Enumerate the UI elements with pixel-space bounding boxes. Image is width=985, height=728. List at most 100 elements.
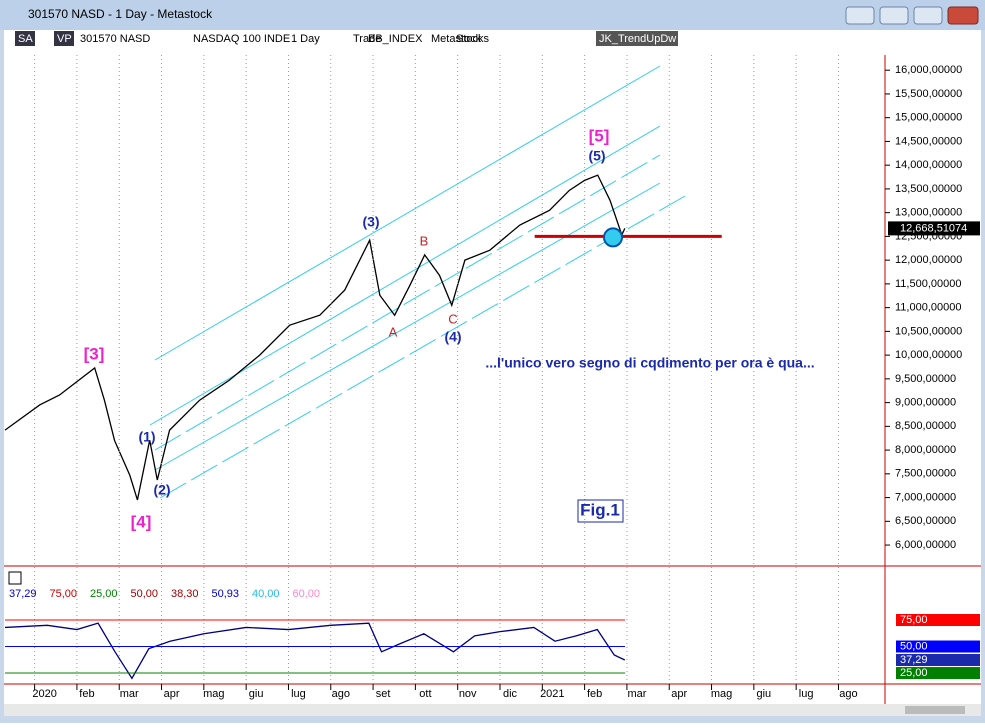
- y-tick-label: 16,000,00000: [895, 64, 962, 76]
- restore-button[interactable]: [845, 6, 875, 25]
- y-tick-label: 13,000,00000: [895, 207, 962, 219]
- x-tick-label: mag: [711, 688, 732, 700]
- y-tick-label: 7,000,00000: [895, 491, 956, 503]
- x-tick-label: set: [376, 688, 391, 700]
- indicator-legend: 50,93: [212, 588, 240, 600]
- annotation: A: [389, 324, 398, 339]
- indicator-legend: 37,29: [9, 588, 37, 600]
- y-tick-label: 6,500,00000: [895, 515, 956, 527]
- y-tick-label: 10,500,00000: [895, 325, 962, 337]
- x-tick-label: giu: [249, 688, 264, 700]
- toolbar-item[interactable]: SA: [18, 33, 33, 45]
- annotation: [4]: [131, 512, 152, 531]
- toolbar-item[interactable]: Trade: [353, 33, 381, 45]
- level-tag-label: 25,00: [900, 667, 928, 679]
- y-tick-label: 15,500,00000: [895, 88, 962, 100]
- y-tick-label: 10,000,00000: [895, 349, 962, 361]
- toolbar: [4, 30, 981, 48]
- y-tick-label: 9,000,00000: [895, 397, 956, 409]
- x-tick-label: feb: [587, 688, 602, 700]
- annotation: (3): [362, 214, 379, 230]
- indicator-legend: 40,00: [252, 588, 280, 600]
- price-line: [4, 622, 626, 680]
- x-tick-label: 2021: [540, 688, 564, 700]
- x-tick-label: apr: [164, 688, 180, 700]
- highlight-circle: [603, 227, 623, 248]
- indicator-legend: 60,00: [293, 588, 321, 600]
- last-price-label: 12,668,51074: [900, 222, 967, 234]
- annotation: ...l'unico vero segno di cqdimento per o…: [485, 355, 814, 371]
- toolbar-box: [54, 31, 74, 46]
- annotation: (5): [588, 148, 605, 164]
- fig-box: [577, 499, 624, 523]
- x-tick-label: ago: [332, 688, 350, 700]
- price-line: [4, 174, 626, 501]
- annotation: (2): [153, 482, 170, 498]
- indicator-legend: 25,00: [90, 588, 118, 600]
- indicator-close-box[interactable]: [8, 571, 22, 585]
- indicator-last-label: 37,29: [900, 654, 928, 666]
- toolbar-item[interactable]: Metastock: [431, 33, 482, 45]
- title-bar: [0, 0, 985, 30]
- annotation: Fig.1: [580, 500, 620, 519]
- toolbar-item[interactable]: 301570 NASD: [80, 33, 150, 45]
- maximize-button[interactable]: [913, 6, 943, 25]
- toolbar-box: [15, 31, 35, 46]
- toolbar-item[interactable]: VP: [57, 33, 72, 45]
- toolbar-item[interactable]: BB_INDEX: [368, 33, 423, 45]
- x-tick-label: lug: [291, 688, 306, 700]
- indicator-legend: 38,30: [171, 588, 199, 600]
- x-tick-label: ott: [419, 688, 431, 700]
- annotation: C: [448, 311, 457, 326]
- y-tick-label: 9,500,00000: [895, 373, 956, 385]
- annotation: (1): [138, 429, 155, 445]
- scroll-thumb[interactable]: [905, 706, 965, 714]
- x-tick-label: mar: [627, 688, 646, 700]
- y-tick-label: 12,000,00000: [895, 254, 962, 266]
- toolbar-item[interactable]: 1 Day: [291, 33, 320, 45]
- chart-area: [4, 30, 981, 716]
- level-tag: [896, 614, 980, 626]
- x-tick-label: giu: [757, 688, 772, 700]
- x-tick-label: mar: [120, 688, 139, 700]
- indicator-legend: 75,00: [50, 588, 78, 600]
- level-tag-label: 75,00: [900, 614, 928, 626]
- last-price-box: [888, 221, 980, 236]
- annotation: [3]: [84, 344, 105, 363]
- y-tick-label: 8,500,00000: [895, 420, 956, 432]
- y-tick-label: 6,000,00000: [895, 539, 956, 551]
- y-tick-label: 11,500,00000: [895, 278, 961, 290]
- x-tick-label: ago: [839, 688, 857, 700]
- x-tick-label: feb: [79, 688, 94, 700]
- y-tick-label: 8,000,00000: [895, 444, 956, 456]
- indicator-legend: 50,00: [131, 588, 159, 600]
- level-tag: [896, 640, 980, 653]
- annotation: (4): [444, 329, 461, 345]
- x-tick-label: dic: [503, 688, 518, 700]
- y-tick-label: 14,000,00000: [895, 159, 962, 171]
- level-tag-label: 50,00: [900, 640, 928, 652]
- toolbar-item[interactable]: JK_TrendUpDw: [599, 33, 676, 45]
- y-tick-label: 15,000,00000: [895, 112, 962, 124]
- close-button[interactable]: [947, 6, 979, 25]
- indicator-last-box: [896, 653, 980, 666]
- x-tick-label: mag: [203, 688, 224, 700]
- x-tick-label: 2020: [32, 688, 56, 700]
- y-tick-label: 14,500,00000: [895, 135, 962, 147]
- annotation: [5]: [589, 126, 610, 145]
- annotation: B: [420, 233, 429, 248]
- toolbar-box: [596, 31, 678, 46]
- y-tick-label: 7,500,00000: [895, 468, 956, 480]
- scrollbar: [4, 704, 981, 716]
- toolbar-item[interactable]: NASDAQ 100 INDE: [193, 33, 290, 45]
- y-tick-label: 13,500,00000: [895, 183, 962, 195]
- level-tag: [896, 667, 980, 680]
- x-tick-label: nov: [459, 688, 477, 700]
- x-tick-label: lug: [799, 688, 814, 700]
- x-tick-label: apr: [671, 688, 687, 700]
- toolbar-item[interactable]: Stocks: [456, 33, 490, 45]
- minimize-button[interactable]: [879, 6, 909, 25]
- trend-channels: [149, 65, 686, 499]
- window-title: 301570 NASD - 1 Day - Metastock: [28, 7, 213, 21]
